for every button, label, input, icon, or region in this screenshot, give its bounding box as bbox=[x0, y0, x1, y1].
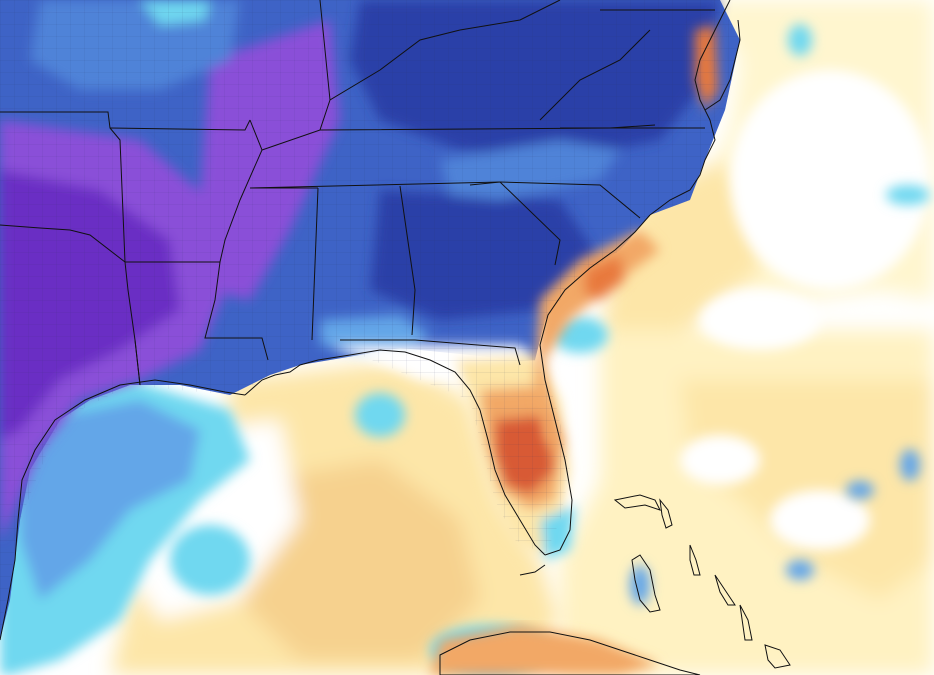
border-ar-mo bbox=[109, 119, 251, 131]
gulf-tan bbox=[240, 460, 480, 660]
bahamas-andros bbox=[631, 554, 661, 613]
border-va-wv bbox=[539, 29, 651, 121]
border-ga-fl bbox=[340, 339, 521, 366]
atlantic-south-yellow bbox=[680, 380, 934, 600]
border-wv-oh bbox=[459, 0, 561, 31]
border-ky-north bbox=[319, 29, 461, 131]
cuba-field bbox=[430, 625, 660, 675]
coast-delmarva bbox=[704, 19, 741, 111]
border-ok-tx-ar bbox=[0, 111, 141, 386]
coast-florida-keys bbox=[519, 564, 546, 576]
bahamas-inagua bbox=[764, 644, 791, 669]
border-il-in bbox=[319, 0, 331, 101]
coast-gulf-texas bbox=[0, 379, 246, 641]
county-grid-overlay bbox=[0, 0, 740, 640]
border-tx-ok-red-river bbox=[0, 224, 126, 263]
border-tn-south bbox=[249, 181, 501, 189]
bahamas-eleuthera bbox=[689, 544, 701, 576]
bahamas-abaco bbox=[659, 498, 673, 529]
gulf-anomaly-field bbox=[110, 360, 560, 675]
cuba-orange bbox=[430, 625, 660, 675]
caribbean-islands bbox=[439, 494, 791, 675]
border-la-tx bbox=[134, 339, 141, 386]
border-tn-ky bbox=[261, 124, 656, 151]
bahamas-long bbox=[739, 604, 753, 641]
border-nc-sc bbox=[499, 181, 641, 219]
atlantic-white-patches bbox=[680, 70, 930, 550]
border-ga-sc bbox=[469, 181, 561, 266]
border-ms-al bbox=[311, 187, 319, 341]
coastlines bbox=[0, 0, 741, 641]
bahamas-exuma bbox=[714, 574, 736, 606]
border-al-ga bbox=[399, 185, 416, 336]
border-mississippi-river bbox=[204, 119, 269, 361]
coast-gulf-louisiana bbox=[244, 359, 319, 396]
state-borders bbox=[0, 0, 715, 386]
bahamas-grand bbox=[613, 494, 661, 511]
gulf-blue-light bbox=[20, 400, 200, 600]
coast-atlantic-ga-sc bbox=[539, 214, 651, 346]
cuba-outline bbox=[439, 631, 701, 675]
coast-florida-east bbox=[539, 344, 573, 556]
coast-atlantic-nc-va bbox=[649, 0, 731, 216]
coast-gulf-ms-al-fl bbox=[317, 349, 546, 556]
